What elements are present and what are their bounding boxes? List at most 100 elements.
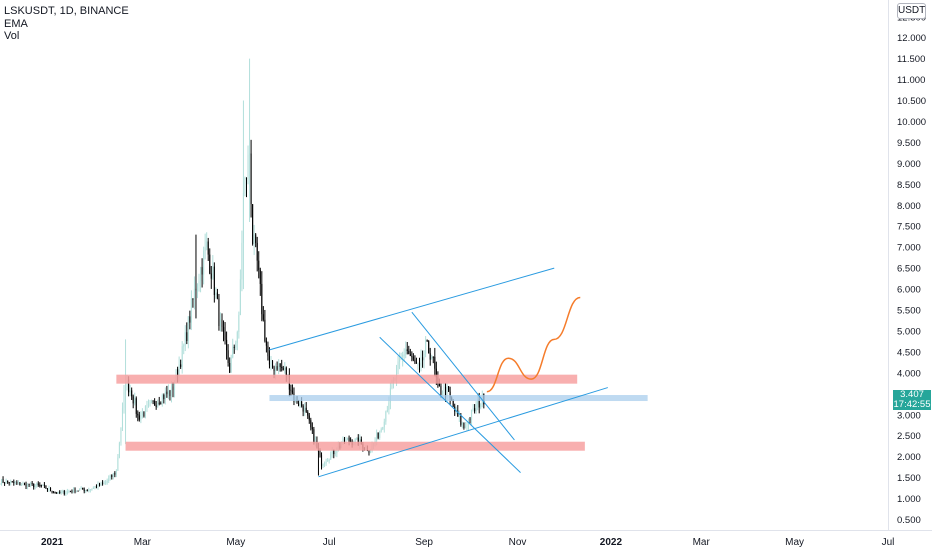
candle-body bbox=[5, 480, 7, 484]
candle-body bbox=[305, 407, 307, 412]
candle-body bbox=[97, 483, 99, 488]
candle-body bbox=[193, 288, 195, 300]
candle-body bbox=[203, 251, 205, 275]
candle-body bbox=[183, 345, 185, 347]
candle-body bbox=[33, 483, 35, 488]
candle-body bbox=[23, 483, 26, 485]
currency-selector[interactable]: USDT bbox=[897, 3, 926, 19]
candle-body bbox=[409, 354, 411, 357]
candle-body bbox=[53, 492, 55, 494]
trend-line bbox=[411, 311, 515, 441]
price-tick-label: 4.000 bbox=[897, 368, 921, 379]
candle-body bbox=[105, 482, 107, 484]
candle-body bbox=[174, 382, 176, 390]
price-tick-label: 9.500 bbox=[897, 138, 921, 149]
candle-body bbox=[147, 403, 150, 406]
candles-layer bbox=[0, 58, 485, 496]
candle-body bbox=[443, 387, 445, 395]
candle-body bbox=[134, 398, 136, 404]
candle-body bbox=[128, 379, 130, 393]
candle-body bbox=[230, 357, 232, 373]
ema-indicator-legend[interactable]: EMA bbox=[4, 18, 28, 30]
candle-body bbox=[226, 339, 228, 351]
last-price-label: 3.407 17:42:55 bbox=[893, 390, 931, 410]
candle-body bbox=[103, 482, 105, 484]
candle-body bbox=[428, 341, 430, 354]
candle-body bbox=[435, 368, 437, 378]
candle-body bbox=[85, 489, 87, 492]
price-tick-label: 2.500 bbox=[897, 431, 921, 442]
candle-body bbox=[345, 438, 347, 443]
candle-body bbox=[206, 241, 208, 248]
drawings-layer bbox=[269, 267, 608, 478]
candle-body bbox=[299, 401, 301, 406]
candle-body bbox=[325, 461, 327, 464]
candle-body bbox=[170, 386, 173, 397]
candle-body bbox=[192, 298, 194, 300]
candle-body bbox=[200, 267, 202, 282]
candle-body bbox=[354, 438, 356, 444]
candle-body bbox=[357, 437, 359, 446]
candle-body bbox=[431, 356, 433, 360]
candle-body bbox=[83, 489, 85, 492]
candle-body bbox=[114, 473, 116, 475]
time-tick-label: Sep bbox=[415, 537, 433, 548]
candle-body bbox=[386, 409, 388, 412]
candle-body bbox=[376, 432, 378, 441]
candle-body bbox=[219, 319, 221, 327]
candle-body bbox=[356, 437, 358, 439]
candle-body bbox=[233, 346, 235, 348]
candle-body bbox=[328, 459, 330, 461]
candle-body bbox=[368, 451, 370, 453]
candle-body bbox=[403, 354, 405, 356]
price-axis[interactable]: 0.5001.0001.5002.0002.5003.0003.5004.000… bbox=[897, 12, 926, 526]
price-tick-label: 9.000 bbox=[897, 159, 921, 170]
candle-body bbox=[14, 482, 16, 484]
candle-body bbox=[57, 491, 59, 494]
candle-body bbox=[17, 482, 19, 484]
candle-body bbox=[79, 489, 81, 491]
volume-indicator-legend[interactable]: Vol bbox=[4, 30, 20, 42]
candle-body bbox=[22, 483, 24, 485]
candle-body bbox=[320, 455, 323, 467]
price-tick-label: 8.000 bbox=[897, 201, 921, 212]
candle-body bbox=[330, 453, 332, 460]
candle-body bbox=[82, 487, 84, 490]
time-axis[interactable]: 2021 Mar May Jul Sep Nov 2022 Mar May Jul bbox=[41, 537, 894, 548]
support-resistance-zone bbox=[116, 374, 578, 384]
candle-body bbox=[307, 411, 309, 416]
candle-body bbox=[282, 367, 284, 370]
candle-body bbox=[256, 242, 258, 261]
candle-body bbox=[19, 482, 21, 486]
candle-body bbox=[54, 492, 56, 494]
candle-body bbox=[422, 357, 424, 361]
candle-body bbox=[74, 488, 76, 493]
trend-line bbox=[318, 387, 608, 478]
candle-body bbox=[275, 366, 277, 372]
candle-body bbox=[16, 482, 18, 484]
candle-body bbox=[140, 414, 142, 420]
candle-body bbox=[123, 391, 125, 408]
candle-body bbox=[333, 449, 335, 455]
candle-body bbox=[327, 460, 329, 462]
candle-body bbox=[31, 482, 33, 484]
candle-body bbox=[245, 177, 248, 180]
candle-body bbox=[238, 315, 240, 333]
candle-body bbox=[59, 491, 61, 493]
candle-body bbox=[76, 490, 78, 493]
bar-countdown: 17:42:55 bbox=[893, 399, 931, 410]
candle-body bbox=[129, 390, 131, 393]
price-tick-label: 11.000 bbox=[897, 75, 925, 86]
candle-body bbox=[399, 359, 401, 362]
candle-body bbox=[265, 340, 267, 346]
symbol-legend[interactable]: LSKUSDT, 1D, BINANCE bbox=[4, 5, 129, 17]
candle-body bbox=[121, 407, 124, 428]
candle-body bbox=[463, 422, 465, 429]
candle-body bbox=[247, 154, 249, 180]
candle-body bbox=[290, 389, 292, 391]
candle-body bbox=[440, 386, 442, 395]
candle-body bbox=[236, 332, 238, 343]
candle-body bbox=[446, 386, 448, 397]
